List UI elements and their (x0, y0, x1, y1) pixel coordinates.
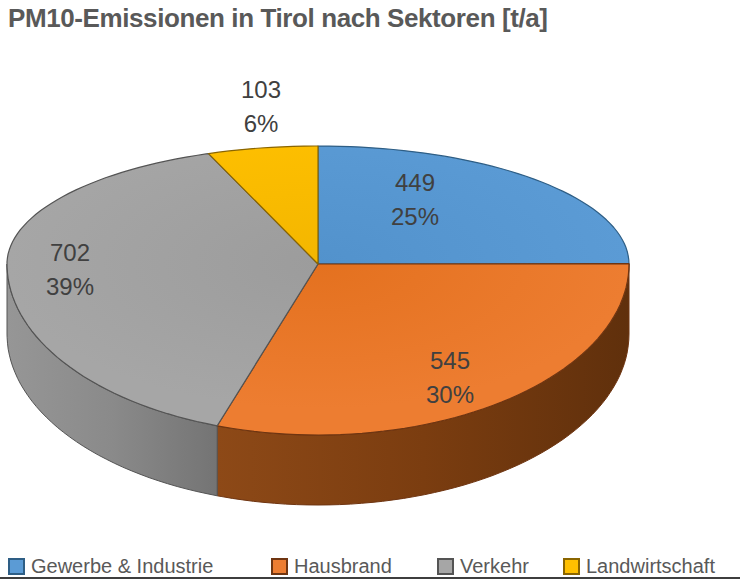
slice-percent: 30% (426, 378, 474, 412)
legend-label: Hausbrand (294, 556, 392, 576)
slice-label-gewerbe-industrie: 449 25% (391, 166, 439, 234)
legend-item-landwirtschaft: Landwirtschaft (563, 556, 715, 576)
slice-label-landwirtschaft: 103 6% (241, 73, 281, 141)
slice-percent: 39% (46, 270, 94, 304)
legend-label: Landwirtschaft (586, 556, 715, 576)
slice-value: 449 (391, 166, 439, 200)
legend: Gewerbe & Industrie Hausbrand Verkehr La… (0, 554, 740, 576)
slice-label-hausbrand: 545 30% (426, 344, 474, 412)
legend-swatch-gewerbe-industrie (8, 558, 25, 575)
slice-value: 103 (241, 73, 281, 107)
legend-swatch-verkehr (437, 558, 454, 575)
pie-slice-0 (318, 146, 629, 264)
legend-item-hausbrand: Hausbrand (271, 556, 392, 576)
slice-percent: 25% (391, 200, 439, 234)
legend-label: Gewerbe & Industrie (31, 556, 213, 576)
pie-chart-3d (0, 0, 740, 579)
legend-swatch-landwirtschaft (563, 558, 580, 575)
slice-value: 702 (46, 236, 94, 270)
slice-label-verkehr: 702 39% (46, 236, 94, 304)
legend-item-gewerbe-industrie: Gewerbe & Industrie (8, 556, 213, 576)
slice-value: 545 (426, 344, 474, 378)
legend-swatch-hausbrand (271, 558, 288, 575)
legend-item-verkehr: Verkehr (437, 556, 529, 576)
legend-label: Verkehr (460, 556, 529, 576)
slice-percent: 6% (241, 107, 281, 141)
chart-canvas: PM10-Emissionen in Tirol nach Sektoren [… (0, 0, 740, 579)
